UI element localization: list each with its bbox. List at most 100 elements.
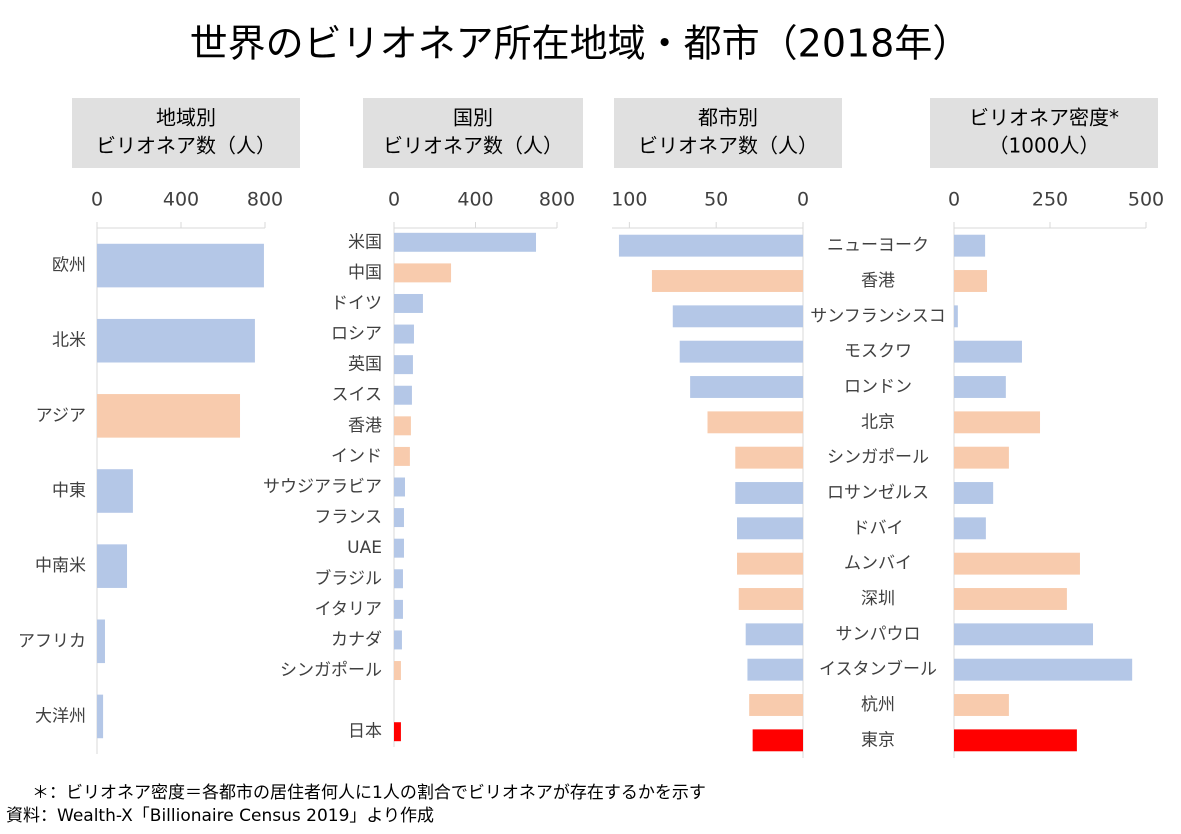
category-label: ロシア <box>331 324 382 344</box>
category-label: 中南米 <box>35 556 86 576</box>
category-label: 中東 <box>52 481 86 501</box>
category-label: カナダ <box>331 630 382 650</box>
x-tick-label: 800 <box>539 189 575 211</box>
x-tick-label: 100 <box>611 189 647 211</box>
bar <box>394 385 412 405</box>
category-label: シンガポール <box>827 448 929 468</box>
category-label: アフリカ <box>18 631 86 651</box>
bar <box>954 340 1022 363</box>
bar <box>97 243 264 288</box>
bar <box>394 538 404 558</box>
category-label: サンフランシスコ <box>810 306 946 326</box>
category-label: 東京 <box>861 730 895 750</box>
bar <box>97 318 255 363</box>
bar <box>954 517 986 540</box>
panel-title: 地域別 <box>156 106 216 130</box>
bar <box>954 411 1041 434</box>
x-tick-label: 0 <box>797 189 809 211</box>
bar <box>97 544 128 588</box>
footnote: ＊：ビリオネア密度＝各都市の居住者何人に1人の割合でビリオネアが存在するかを示す <box>32 783 706 803</box>
bar <box>394 324 414 344</box>
bar <box>97 619 105 664</box>
bar <box>954 694 1009 716</box>
bar <box>394 477 406 497</box>
category-label: スイス <box>332 385 383 405</box>
category-label: インド <box>331 446 382 466</box>
panel-title: 都市別 <box>698 106 758 130</box>
bar <box>954 623 1094 646</box>
source-note: 資料：Wealth-X「Billionaire Census 2019」より作成 <box>6 806 434 826</box>
bar <box>954 588 1067 610</box>
category-label: イスタンブール <box>819 659 937 680</box>
category-label: 日本 <box>348 722 382 742</box>
panel-header <box>72 98 300 168</box>
bar <box>394 630 402 650</box>
x-tick-label: 800 <box>247 189 283 211</box>
panel-title: 国別 <box>453 106 493 130</box>
category-label: シンガポール <box>280 661 382 681</box>
x-tick-label: 50 <box>704 189 728 211</box>
panel-title: （1000人） <box>989 134 1100 158</box>
chart-title: 世界のビリオネア所在地域・都市（2018年） <box>190 22 971 66</box>
bar <box>954 376 1006 398</box>
category-label: 大洋州 <box>35 706 86 726</box>
bar <box>954 305 958 328</box>
bar <box>745 623 803 646</box>
category-label: ニューヨーク <box>827 236 929 256</box>
x-tick-label: 0 <box>948 189 960 211</box>
bar <box>651 270 803 292</box>
bar <box>747 658 803 681</box>
category-label: 香港 <box>348 416 382 436</box>
bar <box>394 232 537 252</box>
category-label: 北京 <box>861 412 895 432</box>
bar <box>954 234 986 257</box>
bar <box>707 411 803 434</box>
bar <box>954 446 1009 469</box>
category-label: 米国 <box>348 232 382 252</box>
bar <box>737 517 803 540</box>
bar <box>394 416 411 436</box>
bar <box>394 446 410 466</box>
category-label: サウジアラビア <box>263 477 382 497</box>
bar <box>97 469 133 513</box>
bar <box>954 552 1080 575</box>
panel-header <box>930 98 1158 168</box>
bar <box>394 722 401 742</box>
x-tick-label: 0 <box>91 189 103 211</box>
bar <box>672 305 803 328</box>
category-label: ロサンゼルス <box>827 483 929 503</box>
panel-title: ビリオネア数（人） <box>96 134 276 158</box>
bar <box>954 270 988 292</box>
bar <box>394 293 423 313</box>
category-label: ブラジル <box>314 568 382 589</box>
bar <box>749 694 803 716</box>
bar <box>752 729 803 752</box>
bar <box>679 340 803 363</box>
category-label: ドバイ <box>853 518 904 538</box>
panel-title: ビリオネア密度* <box>969 106 1119 130</box>
bar <box>737 552 803 575</box>
bar <box>735 482 803 504</box>
category-label: UAE <box>347 538 382 558</box>
category-label: アジア <box>36 406 86 426</box>
x-tick-label: 250 <box>1032 189 1068 211</box>
category-label: 英国 <box>348 355 382 375</box>
category-label: ムンバイ <box>844 554 912 574</box>
category-label: ドイツ <box>331 293 382 313</box>
category-label: フランス <box>314 508 382 528</box>
panel-header <box>363 98 583 168</box>
bar <box>738 588 803 610</box>
bar <box>394 263 452 283</box>
bar <box>394 661 401 681</box>
category-label: 欧州 <box>52 256 86 276</box>
panel-header <box>614 98 842 168</box>
bar <box>618 234 803 257</box>
bar <box>394 569 403 589</box>
bar <box>394 355 413 375</box>
bar <box>954 729 1077 752</box>
category-label: 中国 <box>348 263 382 283</box>
x-tick-label: 400 <box>457 189 493 211</box>
x-tick-label: 0 <box>388 189 400 211</box>
category-label: 北米 <box>52 331 86 351</box>
